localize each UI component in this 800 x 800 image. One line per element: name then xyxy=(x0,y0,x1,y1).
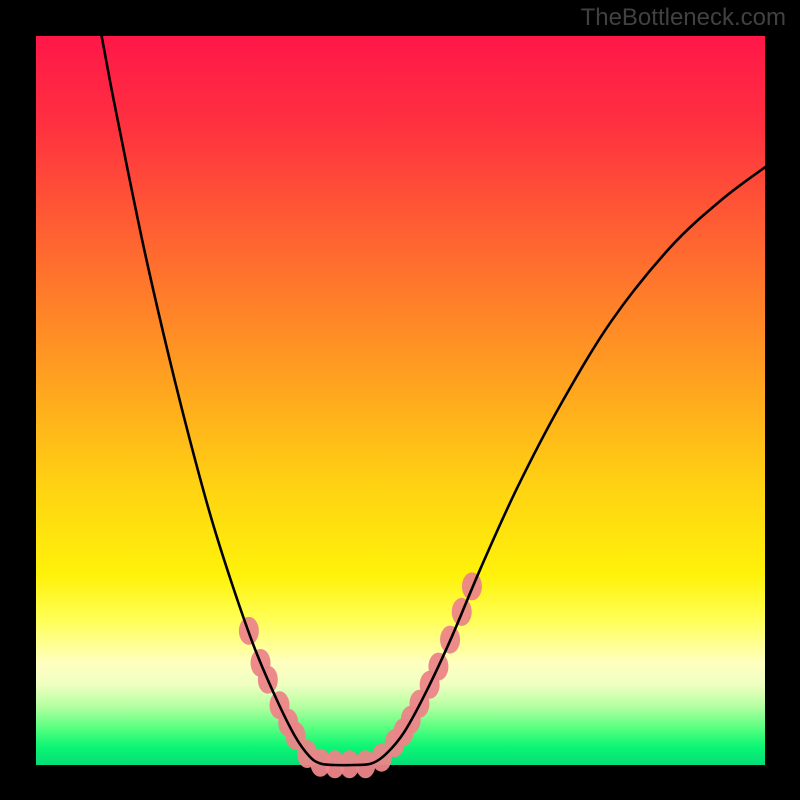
watermark-text: TheBottleneck.com xyxy=(581,4,786,32)
curve-overlay xyxy=(0,0,800,800)
marker-layer xyxy=(239,572,482,778)
chart-container: TheBottleneck.com xyxy=(0,0,800,800)
